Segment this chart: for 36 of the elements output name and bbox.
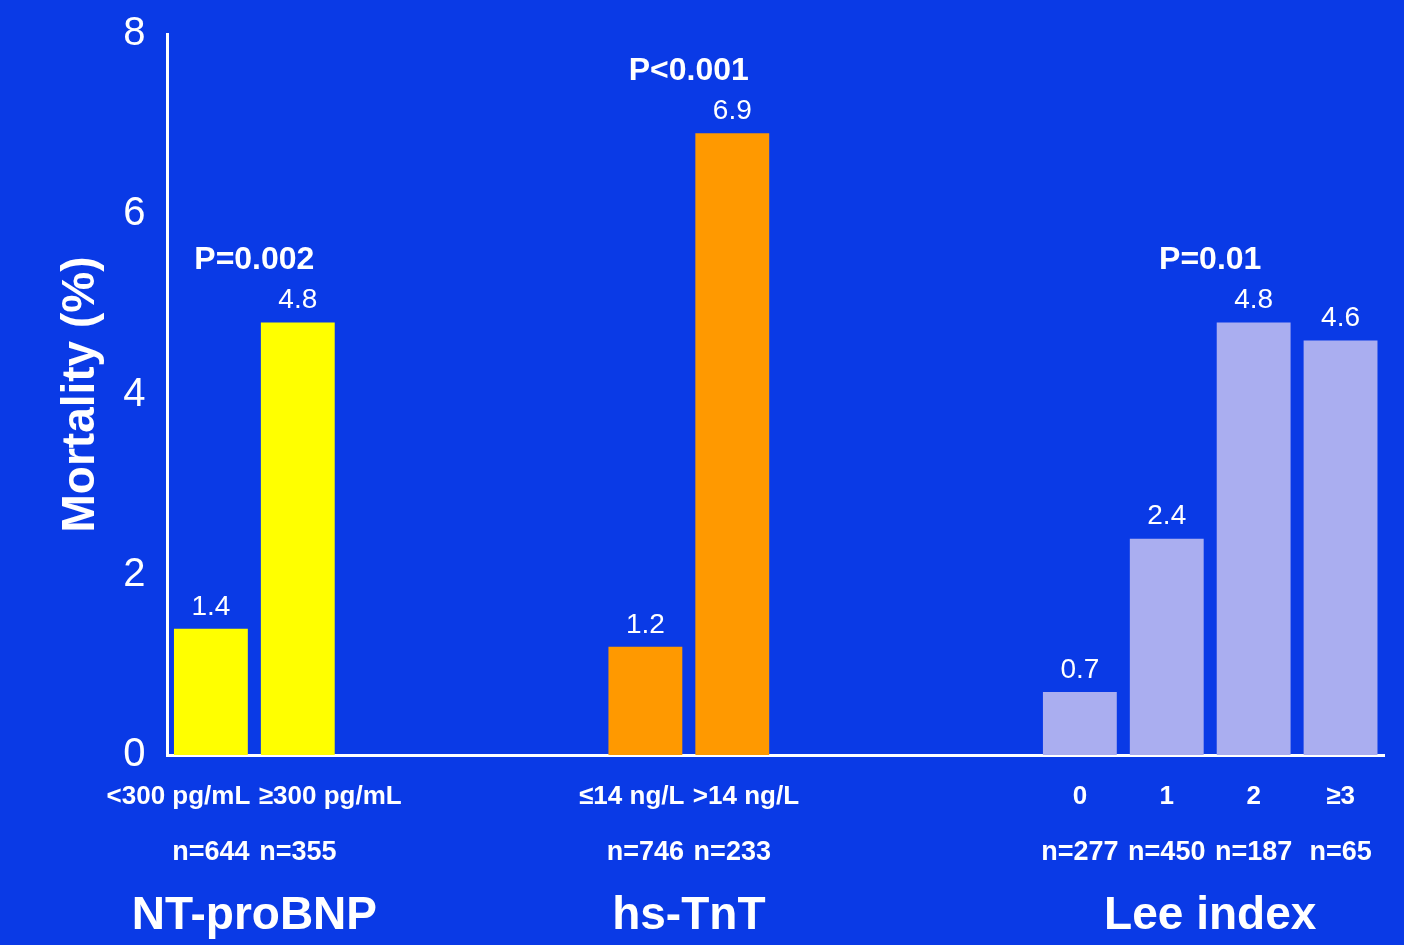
data-label: 1.4 — [191, 589, 231, 621]
data-label: 4.6 — [1321, 301, 1361, 333]
data-label: 4.8 — [1234, 283, 1274, 315]
x-tick-label: ≤14 ng/L — [579, 780, 685, 811]
y-axis-title: Mortality (%) — [52, 256, 105, 533]
text: Lee index — [1104, 886, 1317, 939]
text: n=746 — [606, 836, 685, 867]
text: NT-proBNP — [131, 886, 378, 939]
text: n=65 — [1309, 836, 1372, 867]
y-tick-label: 6 — [123, 189, 146, 234]
y-tick-label: 0 — [123, 730, 146, 775]
annotation: P=0.01 — [1159, 240, 1262, 277]
annotation: P<0.001 — [628, 50, 749, 87]
y-tick-label: 2 — [123, 549, 146, 594]
x-tick-label: ≥300 pg/mL — [258, 780, 402, 811]
x-tick-label: <300 pg/mL — [106, 780, 251, 811]
y-tick-label: 8 — [123, 9, 146, 54]
data-label: 2.4 — [1147, 499, 1187, 531]
x-tick-label: ≥3 — [1326, 780, 1355, 811]
x-tick-label: >14 ng/L — [692, 780, 800, 811]
text: n=644 — [172, 836, 250, 867]
annotation: P=0.002 — [194, 240, 315, 277]
text: n=355 — [259, 836, 337, 867]
data-label: 6.9 — [712, 93, 752, 125]
x-tick-label: 2 — [1246, 780, 1261, 811]
text: n=187 — [1215, 836, 1293, 867]
data-label: 4.8 — [278, 283, 318, 315]
data-label: 0.7 — [1060, 652, 1100, 684]
y-tick-label: 4 — [123, 369, 146, 414]
text: n=277 — [1041, 836, 1119, 867]
x-tick-label: 0 — [1072, 780, 1088, 811]
text: n=233 — [693, 836, 771, 867]
data-label: 1.2 — [625, 607, 665, 639]
x-tick-label: 1 — [1159, 780, 1174, 811]
text: hs-TnT — [612, 886, 766, 939]
text: n=450 — [1128, 836, 1206, 867]
